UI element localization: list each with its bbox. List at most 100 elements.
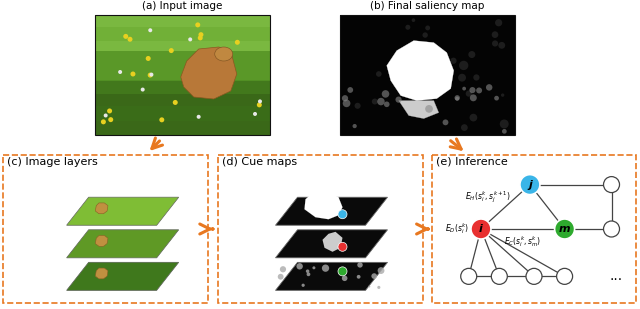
Polygon shape: [305, 191, 342, 219]
Polygon shape: [275, 197, 387, 225]
Bar: [95, 15, 270, 135]
Circle shape: [412, 18, 415, 22]
Text: (e) Inference: (e) Inference: [436, 157, 508, 167]
Circle shape: [469, 87, 476, 93]
Bar: [432, 155, 636, 303]
Circle shape: [377, 98, 385, 105]
Circle shape: [306, 269, 309, 273]
Circle shape: [384, 101, 390, 107]
Bar: [340, 15, 515, 135]
Circle shape: [342, 95, 348, 101]
Circle shape: [257, 102, 262, 108]
Polygon shape: [67, 262, 179, 290]
Circle shape: [388, 67, 394, 73]
Circle shape: [392, 67, 400, 75]
Bar: [218, 155, 423, 303]
Circle shape: [502, 129, 507, 134]
Circle shape: [131, 71, 136, 77]
Bar: [95, 15, 270, 81]
Circle shape: [470, 94, 477, 101]
Ellipse shape: [215, 47, 233, 61]
Circle shape: [108, 117, 113, 122]
Circle shape: [196, 115, 201, 119]
Circle shape: [495, 19, 502, 26]
Circle shape: [148, 28, 152, 32]
Text: (d) Cue maps: (d) Cue maps: [222, 157, 297, 167]
Circle shape: [499, 42, 505, 49]
Circle shape: [377, 286, 380, 289]
Circle shape: [196, 92, 202, 97]
Circle shape: [425, 105, 433, 113]
Circle shape: [338, 242, 347, 251]
Circle shape: [520, 175, 540, 195]
Circle shape: [604, 177, 620, 193]
Circle shape: [146, 56, 150, 61]
Circle shape: [104, 113, 108, 117]
Circle shape: [378, 267, 385, 274]
Circle shape: [526, 268, 542, 284]
Circle shape: [188, 37, 192, 41]
Circle shape: [396, 51, 401, 55]
Polygon shape: [67, 230, 179, 258]
Polygon shape: [95, 268, 108, 279]
Circle shape: [494, 96, 499, 100]
Circle shape: [458, 74, 466, 82]
Circle shape: [443, 120, 449, 125]
Circle shape: [500, 120, 509, 129]
Circle shape: [468, 51, 476, 58]
Polygon shape: [95, 235, 108, 246]
Circle shape: [118, 70, 122, 74]
Circle shape: [258, 99, 262, 104]
Bar: [95, 15, 270, 135]
Circle shape: [280, 266, 286, 272]
Circle shape: [342, 276, 348, 281]
Circle shape: [376, 71, 381, 77]
Polygon shape: [180, 47, 237, 99]
Circle shape: [211, 64, 215, 68]
Bar: [95, 15, 270, 51]
Circle shape: [198, 32, 204, 37]
Circle shape: [169, 48, 174, 53]
Circle shape: [555, 219, 575, 239]
Circle shape: [492, 40, 498, 47]
Circle shape: [342, 99, 351, 107]
Circle shape: [218, 80, 223, 85]
Circle shape: [296, 263, 303, 269]
Circle shape: [461, 268, 477, 284]
Circle shape: [235, 40, 240, 45]
Text: i: i: [479, 224, 483, 234]
Circle shape: [338, 267, 347, 276]
Circle shape: [421, 111, 425, 115]
Circle shape: [356, 275, 360, 279]
Text: ...: ...: [609, 269, 622, 283]
Circle shape: [466, 91, 472, 97]
Circle shape: [492, 268, 508, 284]
Circle shape: [173, 100, 178, 105]
Circle shape: [405, 25, 410, 30]
Circle shape: [355, 103, 360, 109]
Polygon shape: [275, 230, 387, 258]
Circle shape: [307, 273, 310, 276]
Circle shape: [301, 284, 305, 287]
Circle shape: [198, 36, 203, 40]
Circle shape: [474, 74, 479, 81]
Text: m: m: [559, 224, 570, 234]
Circle shape: [455, 97, 460, 101]
Circle shape: [471, 219, 491, 239]
Polygon shape: [95, 203, 108, 214]
Circle shape: [253, 112, 257, 116]
Circle shape: [492, 31, 499, 38]
Circle shape: [454, 95, 460, 100]
Circle shape: [107, 108, 112, 113]
Circle shape: [368, 286, 371, 287]
Text: (a) Input image: (a) Input image: [142, 1, 223, 11]
Circle shape: [462, 87, 466, 91]
Polygon shape: [387, 40, 454, 101]
Text: j: j: [528, 180, 532, 190]
Circle shape: [557, 268, 573, 284]
Circle shape: [372, 99, 378, 104]
Circle shape: [338, 210, 347, 219]
Text: $E_D(s_i^k)$: $E_D(s_i^k)$: [445, 222, 469, 236]
Circle shape: [396, 96, 402, 103]
Circle shape: [312, 266, 316, 269]
